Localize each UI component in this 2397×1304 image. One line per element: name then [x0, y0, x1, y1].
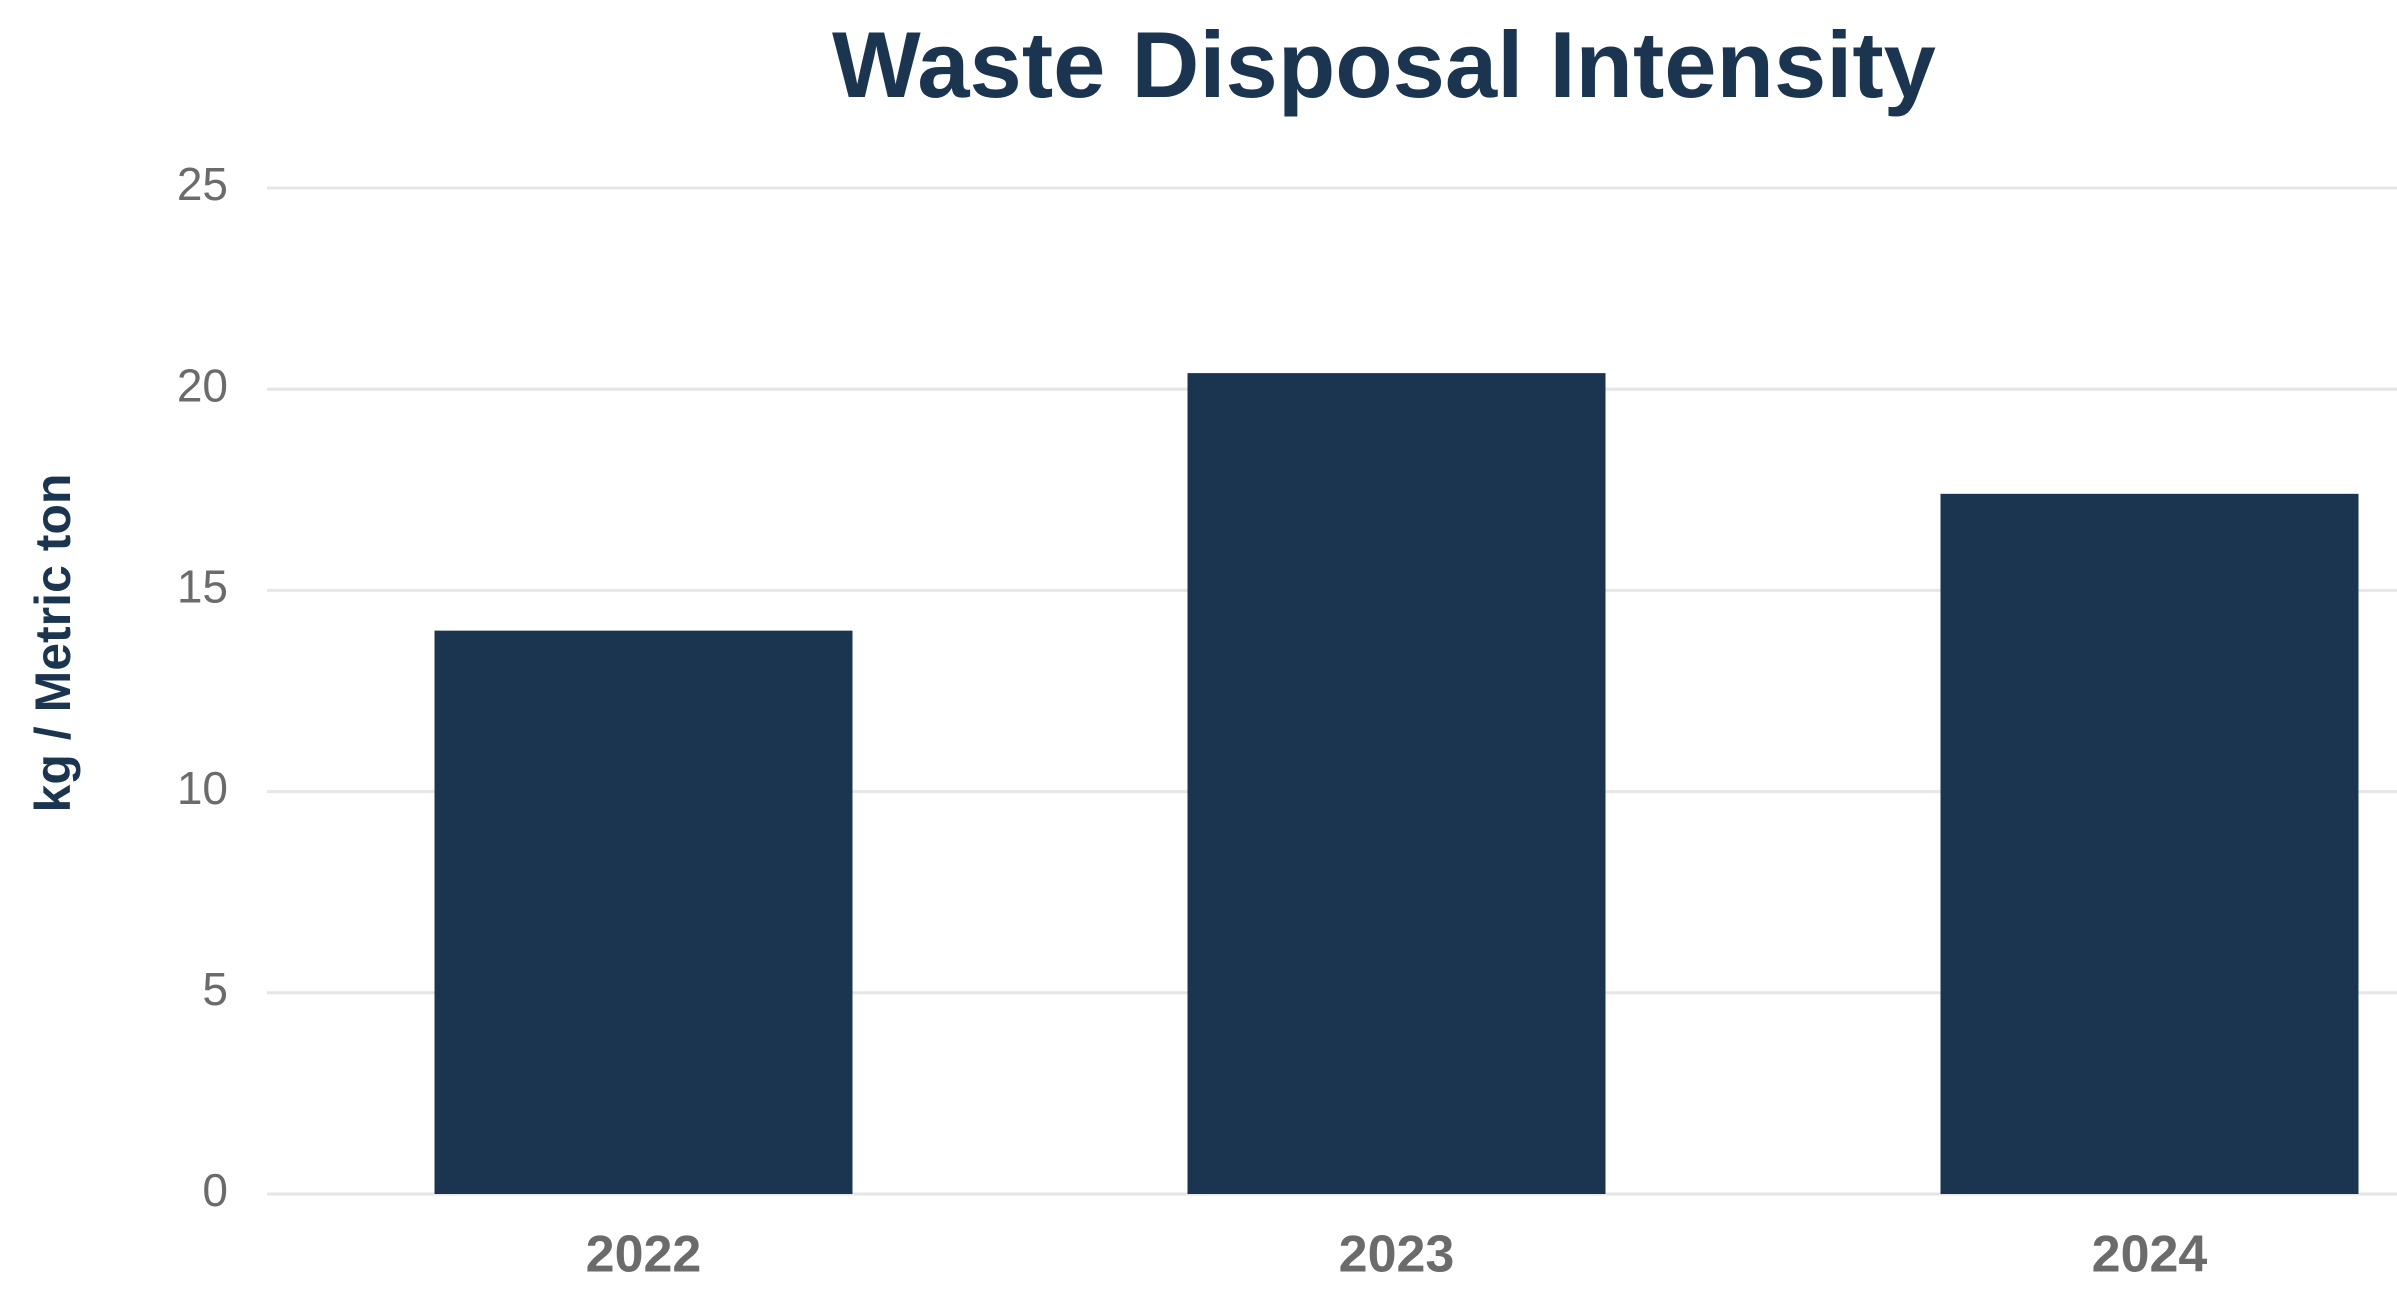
y-tick-label: 10	[177, 762, 228, 814]
y-tick-label: 25	[177, 158, 228, 210]
y-tick-label: 5	[202, 963, 228, 1015]
bar	[434, 630, 853, 1194]
y-tick-label: 20	[177, 359, 228, 411]
y-tick-label: 15	[177, 561, 228, 613]
chart-title: Waste Disposal Intensity	[832, 12, 1936, 117]
y-axis-label: kg / Metric ton	[25, 474, 81, 813]
y-tick-label: 0	[202, 1164, 228, 1216]
bar	[1187, 373, 1606, 1194]
x-tick-label: 2022	[586, 1226, 702, 1284]
x-tick-label: 2024	[2092, 1226, 2208, 1284]
x-tick-label: 2023	[1339, 1226, 1455, 1284]
bar	[1940, 493, 2359, 1195]
